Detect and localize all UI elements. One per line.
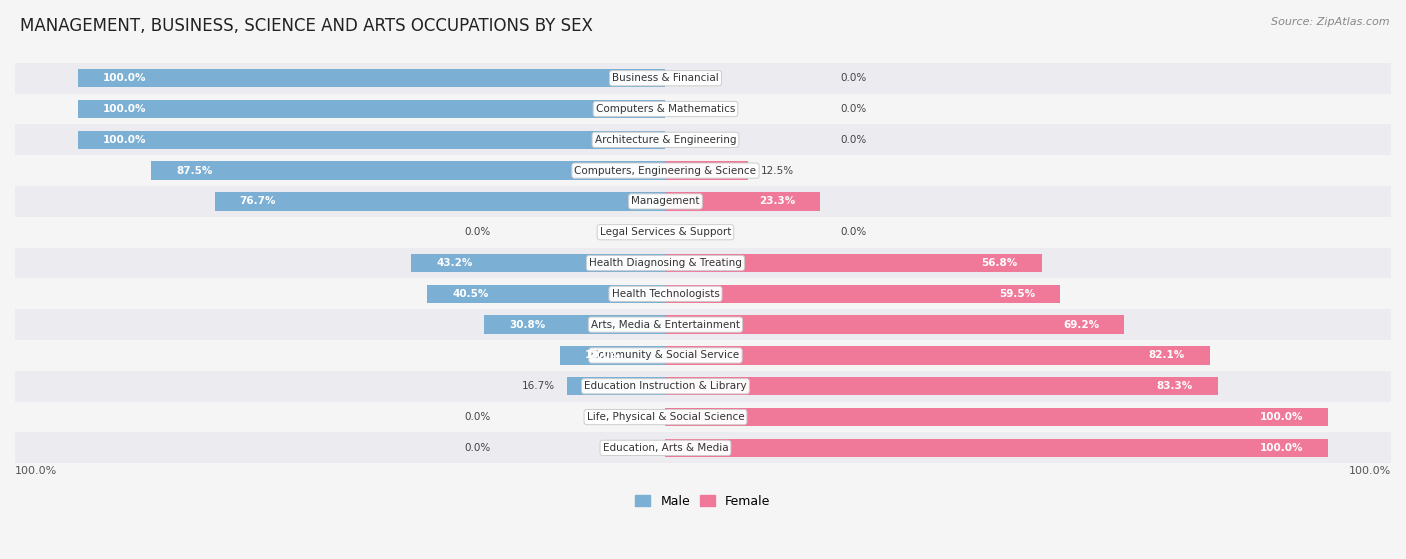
Bar xyxy=(77,100,665,119)
Text: MANAGEMENT, BUSINESS, SCIENCE AND ARTS OCCUPATIONS BY SEX: MANAGEMENT, BUSINESS, SCIENCE AND ARTS O… xyxy=(20,17,592,35)
Text: 87.5%: 87.5% xyxy=(176,165,212,176)
Text: Legal Services & Support: Legal Services & Support xyxy=(600,227,731,237)
Text: 76.7%: 76.7% xyxy=(239,196,276,206)
Bar xyxy=(15,155,1391,186)
Bar xyxy=(485,315,665,334)
Text: 16.7%: 16.7% xyxy=(522,381,555,391)
Bar xyxy=(15,186,1391,217)
Bar xyxy=(665,285,1060,303)
Text: 40.5%: 40.5% xyxy=(453,289,489,299)
Text: Life, Physical & Social Science: Life, Physical & Social Science xyxy=(586,412,744,422)
Text: 0.0%: 0.0% xyxy=(841,104,868,114)
Bar xyxy=(15,433,1391,463)
Bar xyxy=(15,248,1391,278)
Text: Arts, Media & Entertainment: Arts, Media & Entertainment xyxy=(591,320,740,330)
Text: 0.0%: 0.0% xyxy=(841,73,868,83)
Text: Education Instruction & Library: Education Instruction & Library xyxy=(583,381,747,391)
Text: 0.0%: 0.0% xyxy=(464,412,491,422)
Text: 0.0%: 0.0% xyxy=(841,227,868,237)
Text: 30.8%: 30.8% xyxy=(509,320,546,330)
Text: Health Technologists: Health Technologists xyxy=(612,289,720,299)
Bar xyxy=(15,125,1391,155)
Bar xyxy=(567,377,665,396)
Bar xyxy=(665,377,1218,396)
Text: 100.0%: 100.0% xyxy=(103,135,146,145)
Bar xyxy=(665,439,1329,457)
Bar xyxy=(665,408,1329,427)
Text: 100.0%: 100.0% xyxy=(1260,443,1303,453)
Text: Computers, Engineering & Science: Computers, Engineering & Science xyxy=(575,165,756,176)
Bar xyxy=(412,254,665,272)
Text: Community & Social Service: Community & Social Service xyxy=(592,350,740,361)
Text: 82.1%: 82.1% xyxy=(1149,350,1185,361)
Text: 0.0%: 0.0% xyxy=(464,443,491,453)
Bar xyxy=(15,63,1391,93)
Bar xyxy=(15,340,1391,371)
Text: 100.0%: 100.0% xyxy=(15,466,58,476)
Text: 69.2%: 69.2% xyxy=(1063,320,1099,330)
Bar xyxy=(665,346,1209,364)
Text: 18.0%: 18.0% xyxy=(585,350,621,361)
Text: Computers & Mathematics: Computers & Mathematics xyxy=(596,104,735,114)
Text: 0.0%: 0.0% xyxy=(841,135,868,145)
Text: 100.0%: 100.0% xyxy=(1260,412,1303,422)
Text: 83.3%: 83.3% xyxy=(1157,381,1192,391)
Bar xyxy=(150,162,665,180)
Bar xyxy=(15,371,1391,402)
Bar xyxy=(665,192,820,211)
Bar xyxy=(15,309,1391,340)
Bar xyxy=(560,346,665,364)
Text: 56.8%: 56.8% xyxy=(981,258,1017,268)
Bar xyxy=(77,131,665,149)
Text: Architecture & Engineering: Architecture & Engineering xyxy=(595,135,737,145)
Text: 0.0%: 0.0% xyxy=(464,227,491,237)
Text: Health Diagnosing & Treating: Health Diagnosing & Treating xyxy=(589,258,742,268)
Text: Source: ZipAtlas.com: Source: ZipAtlas.com xyxy=(1271,17,1389,27)
Bar xyxy=(15,217,1391,248)
Legend: Male, Female: Male, Female xyxy=(630,490,776,513)
Bar xyxy=(15,402,1391,433)
Bar xyxy=(665,254,1042,272)
Bar xyxy=(427,285,665,303)
Text: 100.0%: 100.0% xyxy=(103,73,146,83)
Text: 43.2%: 43.2% xyxy=(436,258,472,268)
Text: 100.0%: 100.0% xyxy=(1348,466,1391,476)
Bar xyxy=(77,69,665,87)
Bar xyxy=(665,162,748,180)
Text: Business & Financial: Business & Financial xyxy=(612,73,718,83)
Bar xyxy=(15,278,1391,309)
Bar xyxy=(215,192,665,211)
Bar xyxy=(665,315,1125,334)
Text: Education, Arts & Media: Education, Arts & Media xyxy=(603,443,728,453)
Text: Management: Management xyxy=(631,196,700,206)
Text: 59.5%: 59.5% xyxy=(998,289,1035,299)
Bar xyxy=(15,93,1391,125)
Text: 12.5%: 12.5% xyxy=(761,165,794,176)
Text: 100.0%: 100.0% xyxy=(103,104,146,114)
Text: 23.3%: 23.3% xyxy=(759,196,794,206)
